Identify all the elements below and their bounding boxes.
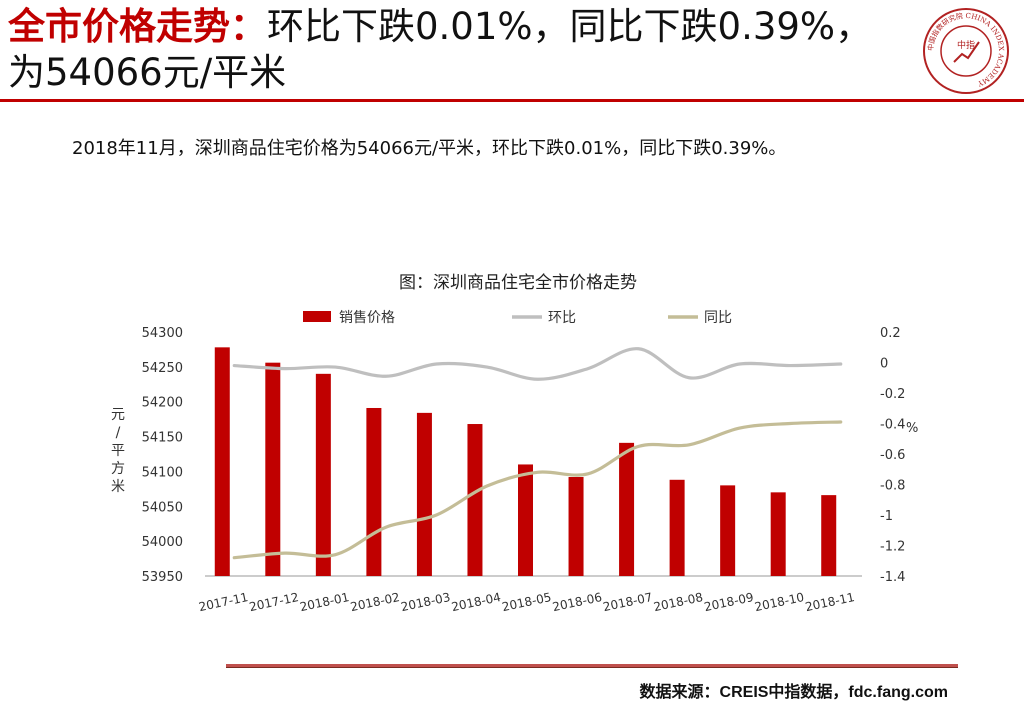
x-tick-label: 2018-08	[652, 590, 704, 614]
y-tick-label: 54200	[142, 396, 183, 411]
bar	[416, 412, 432, 576]
x-tick-label: 2017-11	[197, 590, 249, 614]
legend-label: 同比	[704, 310, 732, 326]
page-title-lead: 全市价格走势：	[8, 5, 267, 48]
bar	[720, 485, 736, 576]
line-series	[232, 347, 843, 560]
y2-tick-label: 0	[880, 357, 888, 372]
y2-tick-label: -0.6	[880, 448, 905, 463]
x-tick-label: 2018-02	[349, 590, 401, 614]
y-axis-label-char: 米	[111, 479, 125, 495]
chart-title: 图：深圳商品住宅全市价格走势	[399, 273, 637, 293]
y-tick-label: 54000	[142, 535, 183, 550]
bar	[770, 492, 786, 576]
logo-center-text: 中指	[957, 39, 975, 51]
y-axis-label-char: 平	[111, 443, 125, 459]
page-title-rest: 环比下跌0.01%，同比下跌0.39%，为54066元/平米	[8, 5, 873, 94]
y2-tick-label: -1.4	[880, 570, 905, 585]
mom-line	[232, 347, 843, 381]
y2-tick-label: -0.4	[880, 418, 905, 433]
bar	[518, 464, 533, 576]
y2-tick-label: -1	[880, 509, 893, 524]
legend-label: 环比	[548, 310, 576, 326]
chart-legend: 销售价格 环比 同比	[303, 310, 732, 326]
x-tick-label: 2018-11	[804, 590, 856, 614]
bar	[315, 373, 331, 576]
y-tick-label: 54150	[142, 431, 183, 446]
bar	[467, 424, 483, 576]
logo-trend-icon	[953, 41, 980, 63]
legend-label: 销售价格	[339, 310, 395, 326]
x-tick-label: 2018-06	[551, 590, 603, 614]
x-tick-label: 2018-05	[501, 590, 553, 614]
header-divider	[0, 99, 1024, 102]
x-tick-label: 2017-12	[248, 590, 300, 614]
chart-axes: 53950 54000 54050 54100 54150 54200 54250 54300…	[111, 326, 918, 614]
y2-tick-label: -0.8	[880, 479, 905, 494]
y2-tick-label: 0.2	[880, 326, 901, 341]
x-tick-label: 2018-01	[299, 590, 351, 614]
yoy-line	[232, 420, 843, 560]
y2-tick-label: -0.2	[880, 387, 905, 402]
x-tick-label: 2018-10	[753, 590, 805, 614]
bar	[619, 442, 635, 576]
data-source: 数据来源：CREIS中指数据，fdc.fang.com	[639, 684, 948, 701]
y-tick-label: 54300	[142, 326, 183, 341]
y-axis-label-char: 方	[111, 461, 125, 477]
y2-tick-label: -1.2	[880, 540, 905, 555]
x-tick-label: 2018-09	[703, 590, 755, 614]
bar	[214, 347, 230, 576]
summary-text: 2018年11月，深圳商品住宅价格为54066元/平米，环比下跌0.01%，同比…	[72, 138, 787, 159]
y-axis-label-char: 元	[111, 407, 125, 423]
bar	[669, 479, 685, 576]
y-tick-label: 53950	[142, 570, 183, 585]
bar	[265, 362, 281, 576]
china-index-academy-logo: 中国指数研究院 CHINA INDEX ACADEMY 中指	[923, 8, 1009, 94]
bar	[568, 477, 584, 576]
legend-swatch	[303, 311, 331, 322]
y-tick-label: 54050	[142, 500, 183, 515]
y2-axis-label: %	[906, 421, 918, 436]
y-tick-label: 54250	[142, 361, 183, 376]
footer-divider	[226, 664, 958, 668]
x-tick-label: 2018-03	[400, 590, 452, 614]
x-tick-label: 2018-04	[450, 590, 502, 614]
y-tick-label: 54100	[142, 465, 183, 480]
x-tick-label: 2018-07	[602, 590, 654, 614]
y-axis-label-char: /	[116, 425, 121, 441]
page-title: 全市价格走势：环比下跌0.01%，同比下跌0.39%，为54066元/平米	[8, 4, 888, 96]
bar	[366, 407, 382, 576]
bar	[821, 495, 837, 576]
bar-series	[214, 347, 837, 576]
